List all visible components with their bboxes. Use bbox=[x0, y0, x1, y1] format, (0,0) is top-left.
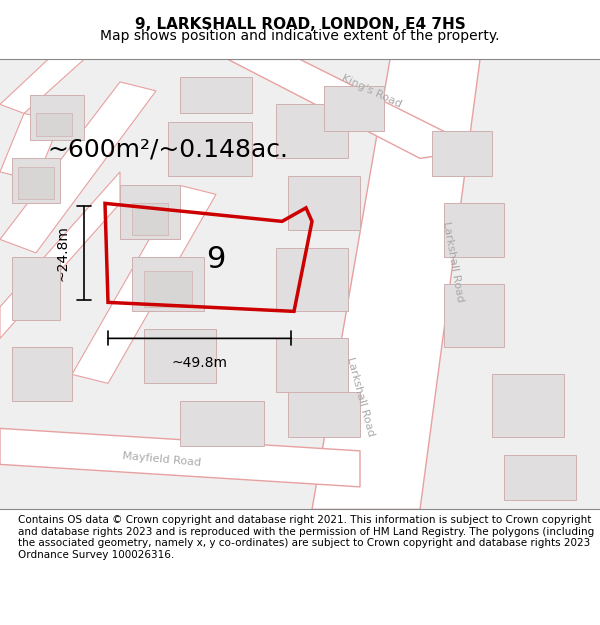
Polygon shape bbox=[12, 158, 60, 203]
Polygon shape bbox=[144, 271, 192, 307]
Polygon shape bbox=[0, 82, 156, 253]
Polygon shape bbox=[492, 374, 564, 438]
Polygon shape bbox=[0, 428, 360, 487]
Polygon shape bbox=[444, 203, 504, 258]
Polygon shape bbox=[168, 122, 252, 176]
Polygon shape bbox=[18, 168, 54, 199]
Polygon shape bbox=[120, 186, 180, 239]
Text: King's Road: King's Road bbox=[340, 72, 404, 109]
Polygon shape bbox=[312, 59, 480, 509]
Polygon shape bbox=[504, 456, 576, 501]
Polygon shape bbox=[0, 172, 120, 338]
Text: ~24.8m: ~24.8m bbox=[55, 225, 69, 281]
Polygon shape bbox=[276, 248, 348, 311]
Polygon shape bbox=[180, 401, 264, 446]
Polygon shape bbox=[12, 348, 72, 401]
Polygon shape bbox=[324, 86, 384, 131]
Polygon shape bbox=[30, 96, 84, 141]
Polygon shape bbox=[12, 258, 60, 321]
Text: Larkshall Road: Larkshall Road bbox=[441, 221, 465, 303]
Text: Map shows position and indicative extent of the property.: Map shows position and indicative extent… bbox=[100, 29, 500, 42]
Polygon shape bbox=[288, 176, 360, 231]
Polygon shape bbox=[144, 329, 216, 383]
Text: 9, LARKSHALL ROAD, LONDON, E4 7HS: 9, LARKSHALL ROAD, LONDON, E4 7HS bbox=[134, 17, 466, 32]
Polygon shape bbox=[444, 284, 504, 348]
Polygon shape bbox=[0, 59, 84, 113]
Polygon shape bbox=[228, 59, 480, 158]
Polygon shape bbox=[432, 131, 492, 176]
Text: Contains OS data © Crown copyright and database right 2021. This information is : Contains OS data © Crown copyright and d… bbox=[18, 515, 594, 560]
Polygon shape bbox=[288, 392, 360, 438]
Polygon shape bbox=[0, 113, 60, 181]
Text: Larkshall Road: Larkshall Road bbox=[344, 356, 376, 437]
Polygon shape bbox=[0, 59, 600, 509]
Text: ~600m²/~0.148ac.: ~600m²/~0.148ac. bbox=[47, 138, 289, 161]
Text: ~49.8m: ~49.8m bbox=[172, 356, 227, 371]
Polygon shape bbox=[72, 186, 216, 383]
Polygon shape bbox=[36, 113, 72, 136]
Text: 9: 9 bbox=[206, 245, 226, 274]
Polygon shape bbox=[132, 203, 168, 235]
Polygon shape bbox=[276, 104, 348, 158]
Polygon shape bbox=[276, 338, 348, 392]
Text: Mayfield Road: Mayfield Road bbox=[122, 451, 202, 468]
Polygon shape bbox=[180, 78, 252, 113]
Polygon shape bbox=[132, 258, 204, 311]
